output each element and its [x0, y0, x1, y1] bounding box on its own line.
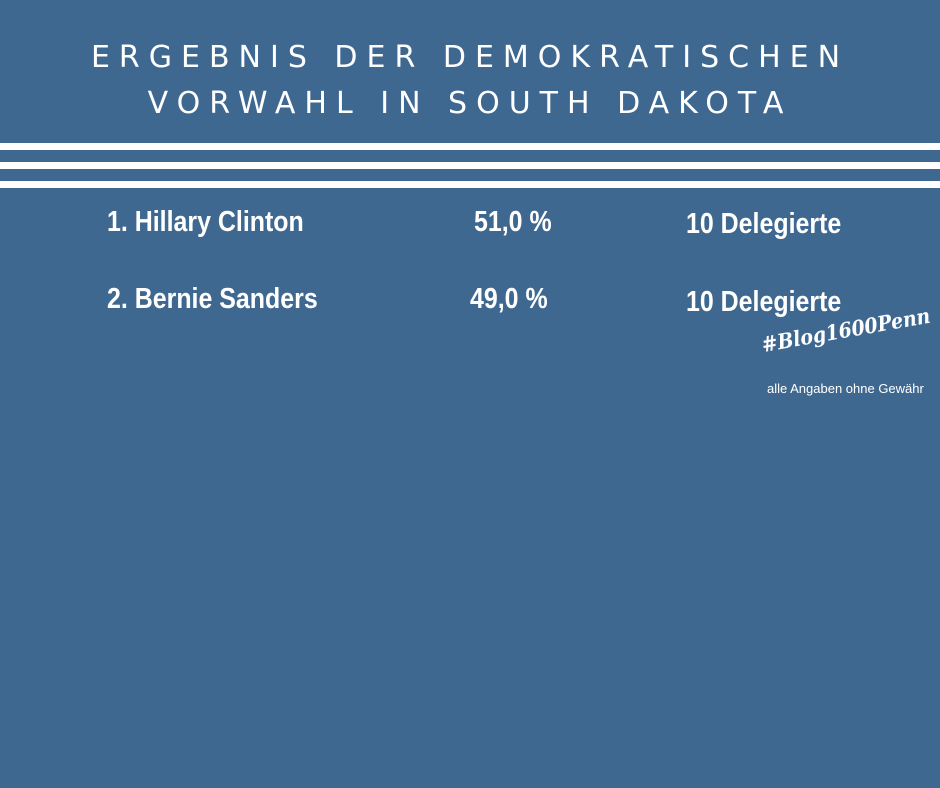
vote-percent: 49,0 %: [470, 283, 548, 315]
result-row: 2. Bernie Sanders 49,0 % 10 Delegierte: [0, 279, 940, 319]
divider-stripe: [0, 162, 940, 169]
disclaimer-text: alle Angaben ohne Gewähr: [767, 381, 924, 396]
divider-stripe: [0, 143, 940, 150]
delegate-count: 10 Delegierte: [686, 286, 842, 318]
vote-percent: 51,0 %: [474, 206, 552, 238]
title-line-2: VORWAHL IN SOUTH DAKOTA: [147, 86, 793, 121]
title-line-1: ERGEBNIS DER DEMOKRATISCHEN: [90, 40, 850, 75]
divider-stripe: [0, 181, 940, 188]
candidate-name: 1. Hillary Clinton: [107, 206, 304, 238]
candidate-name: 2. Bernie Sanders: [107, 283, 318, 315]
result-row: 1. Hillary Clinton 51,0 % 10 Delegierte: [0, 202, 940, 242]
delegate-count: 10 Delegierte: [686, 208, 842, 240]
